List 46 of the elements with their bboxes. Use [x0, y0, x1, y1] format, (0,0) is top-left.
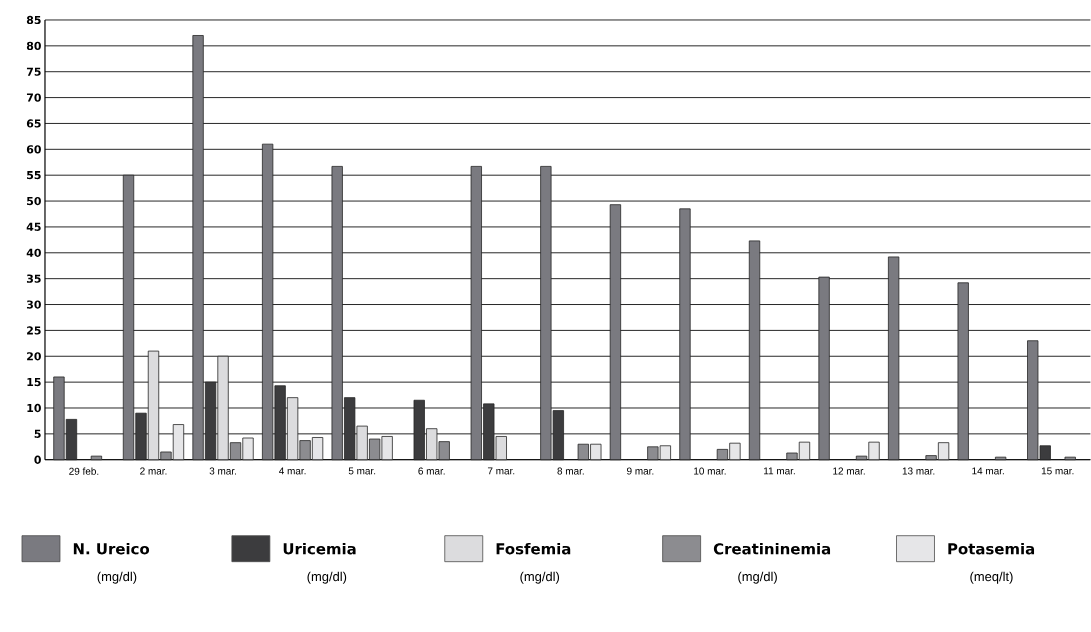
x-tick-label: 6 mar.	[418, 467, 445, 475]
y-tick-label: 60	[26, 145, 41, 154]
text: (meq/lt)	[970, 571, 1013, 584]
y-tick-label: 20	[27, 352, 41, 361]
y-tick-label: 40	[26, 248, 41, 258]
y-tick-label: 30	[26, 300, 41, 309]
x-tick-label: 3 mar.	[209, 467, 236, 475]
text: (mg/dl)	[520, 571, 560, 584]
y-tick-label: 25	[27, 326, 41, 335]
legend-label: Uricemia	[283, 543, 356, 555]
text: (mg/dl)	[307, 571, 347, 584]
legend-label: Fosfemia	[496, 543, 571, 555]
bar	[1064, 456, 1076, 461]
y-tick-label: 35	[26, 274, 41, 283]
y-tick-label: 75	[26, 67, 41, 76]
x-tick-label: 11 mar.	[764, 467, 795, 475]
x-tick-label: 12 mar.	[833, 467, 865, 475]
bar	[995, 456, 1007, 461]
x-tick-label: 14 mar.	[972, 467, 1004, 475]
y-tick-label: 85	[26, 16, 41, 25]
y-tick-label: 15	[27, 378, 41, 387]
legend-label: Potasemia	[948, 543, 1035, 555]
x-tick-label: 8 mar.	[557, 467, 584, 475]
x-tick-label: 5 mar.	[348, 467, 376, 475]
text: (mg/dl)	[738, 571, 777, 584]
x-tick-label: 13 mar.	[902, 467, 935, 475]
x-tick-label: 9 mar.	[627, 467, 654, 475]
y-tick-label: 0	[34, 455, 41, 465]
y-tick-label: 55	[27, 171, 41, 180]
text: (mg/dl)	[97, 571, 137, 584]
bar	[90, 455, 103, 461]
legend-label: Creatininemia	[713, 543, 831, 555]
y-tick-label: 80	[26, 41, 41, 51]
y-tick-label: 70	[26, 93, 41, 102]
x-tick-label: 4 mar.	[279, 467, 306, 475]
x-tick-label: 29 feb.	[69, 467, 99, 475]
x-tick-label: 7 mar.	[487, 467, 515, 475]
y-tick-label: 65	[26, 119, 41, 128]
y-tick-label: 45	[26, 223, 41, 232]
y-tick-label: 50	[27, 197, 41, 206]
y-tick-label: 5	[34, 429, 41, 439]
x-tick-label: 2 mar.	[140, 467, 167, 475]
x-tick-label: 10 mar.	[694, 467, 726, 475]
x-tick-label: 15 mar.	[1041, 467, 1074, 475]
y-tick-label: 10	[27, 404, 41, 413]
legend-label: N. Ureico	[73, 543, 150, 555]
